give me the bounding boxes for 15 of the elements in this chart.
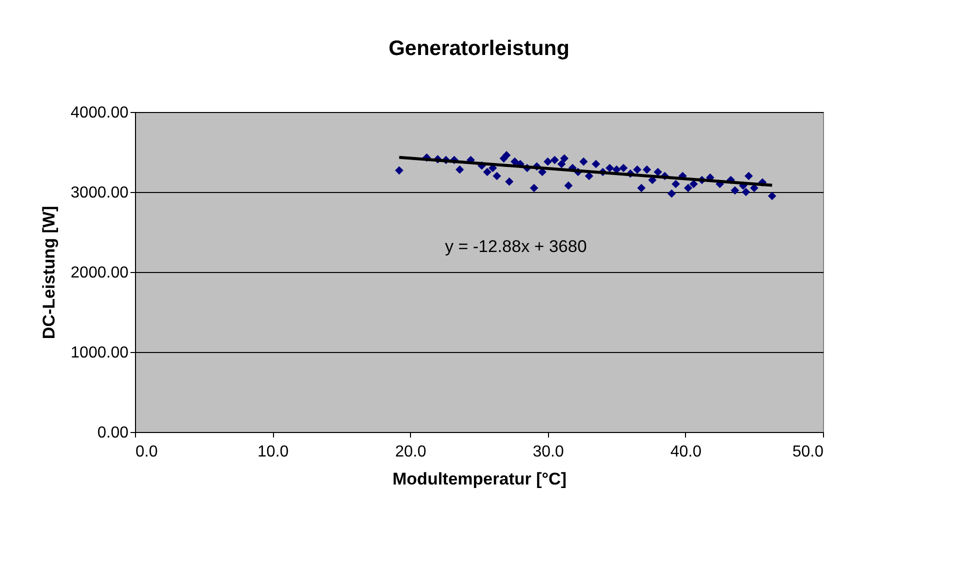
annotation: y = -12.88x + 3680 (445, 237, 587, 256)
x-tick-label: 0.0 (136, 444, 158, 460)
y-tick-label: 0.00 (97, 424, 129, 442)
x-tick-label: 40.0 (670, 444, 702, 460)
y-tick-label: 1000.00 (70, 344, 129, 362)
y-tick-label: 4000.00 (70, 104, 129, 122)
chart-title: Generatorleistung (388, 37, 570, 60)
x-tick-label: 30.0 (532, 444, 564, 460)
y-tick-label: 2000.00 (70, 264, 129, 282)
x-tick-label: 10.0 (258, 444, 289, 460)
x-axis-title: Modultemperatur [°C] (392, 470, 566, 488)
y-tick-label: 3000.00 (70, 184, 129, 202)
x-tick-label: 50.0 (792, 444, 824, 460)
y-axis-title: DC-Leistung [W] (40, 206, 59, 340)
x-tick-label: 20.0 (395, 444, 426, 460)
